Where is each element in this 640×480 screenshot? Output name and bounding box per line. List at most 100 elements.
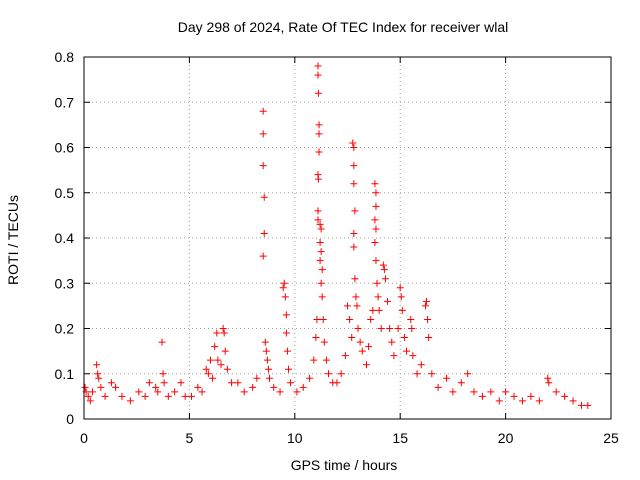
data-point xyxy=(94,370,102,378)
data-point xyxy=(561,392,569,400)
data-point xyxy=(181,392,189,400)
data-point xyxy=(380,266,388,274)
data-point xyxy=(314,62,322,70)
data-point xyxy=(425,334,433,342)
data-point xyxy=(95,374,103,382)
data-point xyxy=(350,180,358,188)
data-point xyxy=(337,370,345,378)
x-tick-label: 5 xyxy=(186,430,194,446)
data-point xyxy=(234,379,242,387)
data-point xyxy=(314,71,322,79)
data-point xyxy=(421,302,429,310)
data-point xyxy=(487,388,495,396)
data-point xyxy=(204,370,212,378)
data-point xyxy=(314,216,322,224)
data-point xyxy=(373,279,381,287)
data-point xyxy=(283,347,291,355)
data-point xyxy=(261,338,269,346)
data-point xyxy=(270,383,278,391)
y-tick-label: 0.4 xyxy=(55,230,75,246)
data-point xyxy=(381,275,389,283)
data-point xyxy=(319,315,327,323)
x-axis-label: GPS time / hours xyxy=(291,457,398,473)
data-point xyxy=(88,388,96,396)
data-point xyxy=(354,325,362,332)
data-point xyxy=(351,275,359,283)
data-point xyxy=(379,261,387,269)
data-point xyxy=(408,325,416,332)
data-point xyxy=(495,397,503,405)
data-point xyxy=(510,392,518,400)
data-point xyxy=(417,361,425,369)
data-points xyxy=(81,62,592,409)
data-point xyxy=(228,379,236,387)
data-point xyxy=(518,397,526,405)
x-tick-label: 20 xyxy=(498,430,514,446)
data-point xyxy=(259,252,267,260)
data-point xyxy=(107,379,115,387)
y-tick-label: 0.7 xyxy=(55,94,75,110)
data-point xyxy=(159,370,167,378)
grid-lines xyxy=(84,57,611,419)
plot-frame xyxy=(83,56,612,420)
y-tick-label: 0.8 xyxy=(55,49,75,65)
data-point xyxy=(306,374,314,382)
data-point xyxy=(398,306,406,314)
data-point xyxy=(276,388,284,396)
data-point xyxy=(152,383,160,391)
data-point xyxy=(281,293,289,301)
data-point xyxy=(260,229,268,237)
data-point xyxy=(318,293,326,301)
data-point xyxy=(315,121,323,129)
data-point xyxy=(260,193,268,201)
data-point xyxy=(371,216,379,224)
data-point xyxy=(584,401,592,409)
data-point xyxy=(118,392,126,400)
data-point xyxy=(287,379,295,387)
data-point xyxy=(353,302,361,310)
data-point xyxy=(263,356,271,364)
data-point xyxy=(198,388,206,396)
data-point xyxy=(317,279,325,287)
data-point xyxy=(310,356,318,364)
y-tick-label: 0 xyxy=(66,411,74,427)
data-point xyxy=(369,306,377,314)
data-point xyxy=(219,325,227,332)
data-point xyxy=(350,162,358,170)
data-point xyxy=(527,392,535,400)
data-point xyxy=(502,388,510,396)
data-point xyxy=(206,356,214,364)
data-point xyxy=(280,279,288,287)
data-point xyxy=(194,383,202,391)
data-point xyxy=(390,352,398,360)
data-point xyxy=(464,370,472,378)
data-point xyxy=(443,374,451,382)
axis-ticks: 0 5 10 15 20 25 0 0.1 0.2 0.3 0.4 0.5 0.6 0.7 0.8 xyxy=(55,49,619,446)
data-point xyxy=(262,347,270,355)
data-point xyxy=(141,392,149,400)
data-point xyxy=(312,334,320,342)
data-point xyxy=(171,388,179,396)
data-point xyxy=(365,343,373,351)
data-point xyxy=(449,388,457,396)
data-point xyxy=(279,284,287,292)
data-point xyxy=(213,329,221,337)
data-point xyxy=(377,325,385,332)
y-tick-label: 0.3 xyxy=(55,275,75,291)
data-point xyxy=(358,347,366,355)
data-point xyxy=(397,293,405,301)
data-point xyxy=(356,338,364,346)
data-point xyxy=(407,315,415,323)
data-point xyxy=(394,325,402,332)
data-point xyxy=(221,347,229,355)
data-point xyxy=(101,392,109,400)
data-point xyxy=(320,338,328,346)
x-tick-label: 10 xyxy=(287,430,303,446)
chart-title: Day 298 of 2024, Rate Of TEC Index for r… xyxy=(178,19,508,35)
data-point xyxy=(386,325,394,332)
data-point xyxy=(372,257,380,265)
data-point xyxy=(478,392,486,400)
data-point xyxy=(325,370,333,378)
data-point xyxy=(545,379,553,387)
data-point xyxy=(341,352,349,360)
